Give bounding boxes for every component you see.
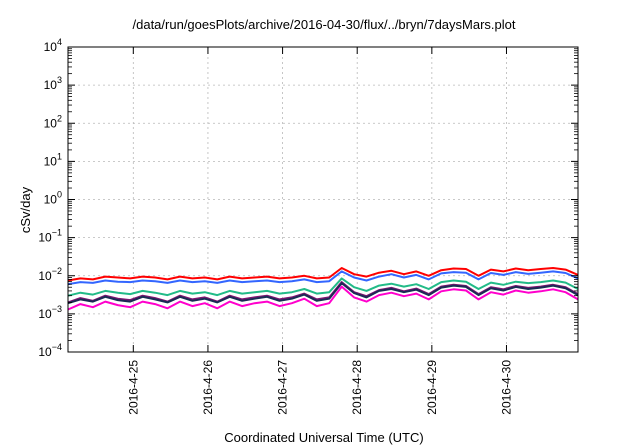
y-tick-label: 10−1: [38, 228, 62, 245]
x-tick-label: 2016-4-28: [350, 360, 364, 415]
y-tick-label: 100: [44, 190, 62, 207]
grid: [68, 47, 578, 352]
y-tick-label: 103: [44, 75, 62, 92]
series-line-2: [67, 270, 579, 286]
y-tick-label: 10−3: [38, 304, 62, 321]
y-tick-label: 104: [44, 37, 62, 54]
y-axis-label: cSv/day: [18, 186, 33, 233]
series-line-1: [67, 267, 579, 282]
y-tick-label: 101: [44, 151, 62, 168]
y-tick-label: 10−2: [38, 266, 62, 283]
series-line-5: [67, 282, 579, 305]
series-line-6: [67, 285, 579, 311]
x-tick-label: 2016-4-27: [276, 360, 290, 415]
series-group: [67, 267, 579, 311]
x-axis: 2016-4-25 2016-4-26 2016-4-27 2016-4-28 2016…: [126, 47, 513, 415]
chart-title: /data/run/goesPlots/archive/2016-04-30/f…: [133, 17, 516, 32]
x-tick-label: 2016-4-29: [425, 360, 439, 415]
x-tick-label: 2016-4-26: [201, 360, 215, 415]
x-tick-label: 2016-4-30: [499, 360, 513, 415]
y-tick-label: 10−4: [38, 342, 62, 359]
x-axis-label: Coordinated Universal Time (UTC): [224, 430, 423, 445]
series-line-3: [67, 277, 579, 297]
y-axis: 10−4 10−3 10−2 10−1 100 101 102 103 104: [38, 37, 578, 359]
x-tick-label: 2016-4-25: [126, 360, 140, 415]
y-tick-label: 102: [44, 113, 62, 130]
series-line-4: [67, 281, 579, 304]
